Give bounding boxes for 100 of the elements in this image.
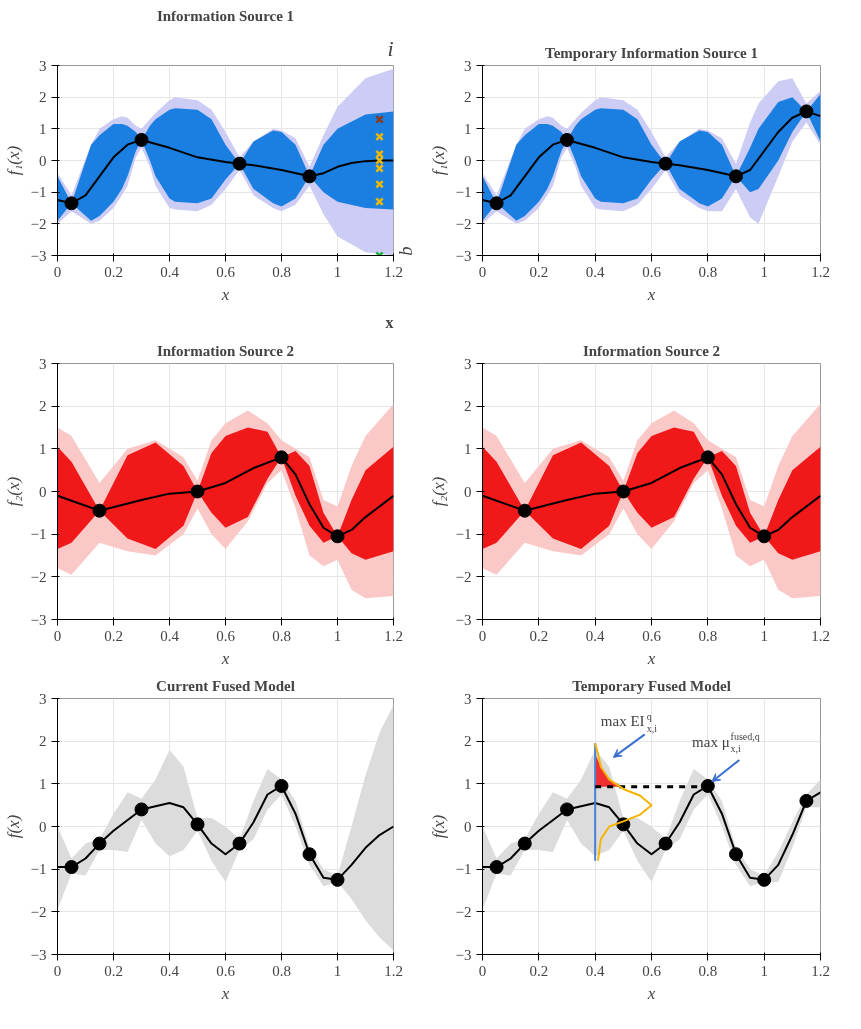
y-tick-label: −3 [455, 611, 472, 628]
x-tick-label: 0.6 [642, 263, 662, 280]
x-tick-label: 0.4 [585, 627, 606, 644]
x-tick-label: 1.2 [384, 627, 403, 644]
y-tick-label: −3 [455, 247, 472, 264]
y-tick-label: 1 [39, 120, 47, 137]
x-tick-label: 0 [53, 263, 62, 280]
x-axis-title: x [646, 284, 656, 304]
x-tick-label: 0.6 [216, 263, 236, 280]
x-tick-label: 0.6 [642, 962, 662, 979]
chart-title: Temporary Fused Model [572, 677, 731, 694]
y-tick-label: 3 [39, 57, 47, 74]
chart-title: Current Fused Model [156, 677, 295, 694]
x-tick-label: 1.2 [811, 627, 830, 644]
y-tick-label: −3 [30, 247, 47, 264]
x-tick-label: 1 [760, 263, 768, 280]
y-tick-label: 2 [464, 733, 472, 750]
y-tick-label: 1 [39, 775, 47, 792]
y-tick-label: 3 [39, 690, 47, 707]
y-tick-label: −1 [30, 861, 47, 878]
y-tick-label: 2 [39, 398, 47, 415]
x-tick-label: 0.6 [216, 627, 236, 644]
x-tick-label: 1 [760, 627, 768, 644]
text: x [385, 313, 394, 331]
x-axis-title: x [220, 983, 230, 1003]
x-axis-title: x [646, 648, 656, 668]
y-tick-label: 3 [464, 57, 472, 74]
x-tick-label: 0.6 [216, 962, 236, 979]
y-tick-label: −1 [30, 526, 47, 543]
x-tick-label: 0 [478, 627, 487, 644]
y-tick-label: 1 [39, 440, 47, 457]
x-tick-label: 0.4 [160, 627, 180, 644]
y-tick-label: −3 [30, 946, 47, 963]
y-tick-label: 2 [464, 89, 472, 106]
x-tick-label: 1.2 [811, 962, 830, 979]
y-tick-label: −2 [455, 903, 472, 920]
x-tick-label: 0 [53, 627, 62, 644]
y-tick-label: −2 [30, 215, 47, 232]
y-tick-label: 0 [464, 483, 472, 500]
x-tick-label: 0 [478, 962, 487, 979]
x-tick-label: 0 [53, 962, 62, 979]
y-tick-label: −3 [30, 611, 47, 628]
chart-title: Information Source 2 [156, 342, 295, 359]
y-tick-label: −1 [455, 861, 472, 878]
x-tick-label: 0 [478, 263, 487, 280]
x-tick-label: 0.2 [529, 962, 549, 979]
y-tick-label: 0 [464, 818, 472, 835]
y-tick-label: −3 [455, 946, 472, 963]
x-axis-title: x [646, 983, 656, 1003]
x-tick-label: 0.2 [529, 263, 549, 280]
y-tick-label: 0 [39, 818, 47, 835]
x-tick-label: 0.2 [104, 627, 123, 644]
y-tick-label: 1 [464, 440, 472, 457]
x-tick-label: 0.8 [698, 627, 718, 644]
chart-title: Information Source 2 [582, 342, 721, 359]
text: i [387, 35, 394, 61]
x-tick-label: 0.2 [529, 627, 549, 644]
y-tick-label: 3 [464, 690, 472, 707]
x-tick-label: 0.6 [642, 627, 662, 644]
y-tick-label: −2 [455, 568, 472, 585]
x-tick-label: 0.8 [272, 263, 291, 280]
y-tick-label: −1 [455, 526, 472, 543]
y-tick-label: 3 [39, 355, 47, 372]
y-tick-label: 2 [464, 398, 472, 415]
x-tick-label: 0.4 [585, 962, 606, 979]
y-axis-title: f₁(x) [3, 145, 23, 176]
y-tick-label: −1 [455, 184, 472, 201]
x-tick-label: 1.2 [811, 263, 830, 280]
y-tick-label: −2 [455, 215, 472, 232]
chart-title: Temporary Information Source 1 [545, 44, 758, 61]
x-tick-label: 1 [333, 962, 342, 979]
y-tick-label: 2 [39, 89, 47, 106]
y-tick-label: 3 [464, 355, 472, 372]
y-tick-label: 0 [39, 483, 47, 500]
x-tick-label: 0.8 [698, 263, 718, 280]
x-tick-label: 0.8 [272, 627, 291, 644]
x-tick-label: 1.2 [384, 962, 403, 979]
x-tick-label: 0.8 [272, 962, 291, 979]
chart-title: Information Source 1 [156, 7, 295, 24]
y-tick-label: −1 [30, 184, 47, 201]
y-tick-label: −2 [30, 903, 47, 920]
y-tick-label: 0 [464, 152, 472, 169]
y-axis-title: f(x) [3, 814, 23, 839]
y-axis-title: f(x) [428, 814, 448, 839]
x-tick-label: 1 [333, 627, 342, 644]
y-axis-title: f₂(x) [3, 476, 23, 507]
y-tick-label: 1 [464, 120, 472, 137]
y-axis-title: f₁(x) [428, 145, 448, 176]
x-tick-label: 0.4 [585, 263, 606, 280]
y-tick-label: 2 [39, 733, 47, 750]
x-tick-label: 1 [333, 263, 342, 280]
y-tick-label: 1 [464, 775, 472, 792]
x-tick-label: 1 [760, 962, 768, 979]
text: q [398, 246, 419, 256]
x-axis-title: x [220, 648, 230, 668]
y-tick-label: 0 [39, 152, 47, 169]
y-axis-title: f₂(x) [428, 476, 448, 507]
y-tick-label: −2 [30, 568, 47, 585]
x-axis-title: x [220, 284, 230, 304]
x-tick-label: 1.2 [384, 263, 403, 280]
